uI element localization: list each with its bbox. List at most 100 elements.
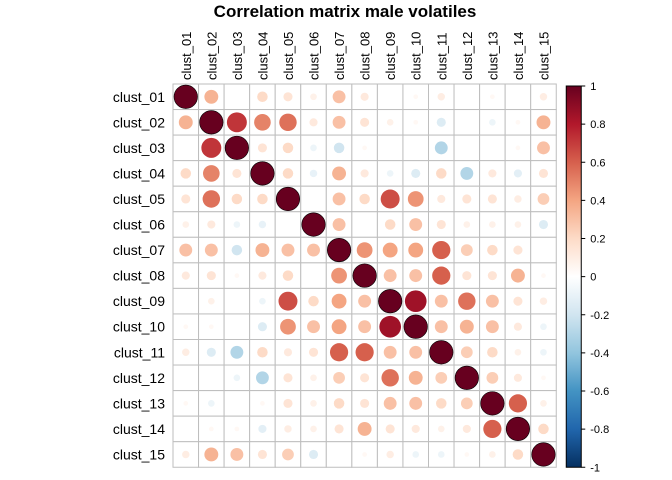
column-label-clust_07: clust_07 xyxy=(332,32,347,80)
corr-circle-clust_12-clust_12 xyxy=(454,365,479,390)
corr-circle-clust_15-clust_10 xyxy=(412,451,420,458)
colorbar-tick-label: -0.8 xyxy=(590,424,609,436)
colorbar-tick-label: 0.2 xyxy=(590,234,605,246)
row-label-clust_08: clust_08 xyxy=(113,268,165,284)
row-labels: clust_01 clust_02 clust_03 clust_04 clust_05… xyxy=(113,89,165,463)
corr-circle-clust_05-clust_04 xyxy=(257,193,268,205)
column-label-clust_01: clust_01 xyxy=(179,32,194,80)
column-label-clust_04: clust_04 xyxy=(255,32,270,80)
corr-circle-clust_09-clust_05 xyxy=(278,291,298,311)
corr-circle-clust_05-clust_02 xyxy=(202,190,221,208)
corr-circle-clust_10-clust_11 xyxy=(434,320,448,334)
corr-circle-clust_14-clust_11 xyxy=(437,425,445,433)
corr-circle-clust_07-clust_03 xyxy=(231,244,243,256)
corr-circle-clust_12-clust_15 xyxy=(541,375,546,381)
corr-circle-clust_02-clust_01 xyxy=(178,115,193,130)
corr-circle-clust_09-clust_15 xyxy=(539,297,548,305)
corr-circle-clust_09-clust_11 xyxy=(434,294,448,308)
corr-circle-clust_01-clust_08 xyxy=(360,92,369,101)
colorbar-tick-label: 1 xyxy=(590,81,596,93)
corr-circle-clust_04-clust_02 xyxy=(203,165,220,182)
corr-circle-clust_05-clust_03 xyxy=(231,193,243,205)
grid-cell xyxy=(453,134,481,162)
corr-circle-clust_15-clust_14 xyxy=(512,449,524,460)
row-label-clust_09: clust_09 xyxy=(113,293,165,309)
grid-cell xyxy=(198,364,225,392)
corr-circle-clust_08-clust_07 xyxy=(331,267,347,284)
grid-cell xyxy=(300,262,327,289)
corr-circle-clust_01-clust_13 xyxy=(490,94,495,100)
corr-circle-clust_05-clust_01 xyxy=(181,194,191,204)
corr-circle-clust_07-clust_13 xyxy=(487,244,498,256)
corr-circle-clust_09-clust_07 xyxy=(331,293,347,309)
corr-circle-clust_02-clust_08 xyxy=(360,117,370,127)
grid-cell xyxy=(172,134,200,162)
corr-circle-clust_03-clust_08 xyxy=(362,145,367,151)
corr-circle-clust_11-clust_15 xyxy=(540,348,547,356)
grid-cell xyxy=(223,287,251,315)
corr-circle-clust_05-clust_11 xyxy=(437,194,446,204)
grid-cell xyxy=(376,83,404,111)
row-label-clust_03: clust_03 xyxy=(113,140,165,156)
column-label-clust_08: clust_08 xyxy=(358,32,373,80)
corr-circle-clust_08-clust_15 xyxy=(541,273,546,278)
corr-circle-clust_13-clust_11 xyxy=(436,398,447,409)
corr-circle-clust_12-clust_04 xyxy=(255,371,269,385)
corr-circle-clust_07-clust_05 xyxy=(281,243,295,257)
corr-circle-clust_08-clust_12 xyxy=(462,271,472,281)
corr-circle-clust_01-clust_06 xyxy=(310,93,317,101)
corr-circle-clust_03-clust_15 xyxy=(537,141,550,155)
corr-circle-clust_02-clust_07 xyxy=(332,115,346,129)
colorbar-tick-label: -0.4 xyxy=(590,348,609,360)
corr-circle-clust_07-clust_01 xyxy=(179,243,193,257)
corr-circle-clust_15-clust_05 xyxy=(282,448,294,461)
corr-circle-clust_07-clust_11 xyxy=(432,240,451,260)
row-label-clust_06: clust_06 xyxy=(113,217,165,233)
corr-circle-clust_04-clust_04 xyxy=(250,161,275,186)
corr-circle-clust_07-clust_02 xyxy=(204,243,218,257)
grid-cell xyxy=(223,390,251,417)
corr-circle-clust_11-clust_01 xyxy=(182,348,190,356)
corr-circle-clust_04-clust_13 xyxy=(488,169,497,178)
corr-circle-clust_10-clust_07 xyxy=(331,319,347,335)
corr-circle-clust_13-clust_07 xyxy=(333,398,345,409)
corr-circle-clust_06-clust_04 xyxy=(258,220,267,229)
grid-cell xyxy=(530,236,557,264)
corr-circle-clust_08-clust_11 xyxy=(432,266,451,285)
corr-circle-clust_15-clust_06 xyxy=(308,449,319,460)
grid-cell xyxy=(453,83,481,111)
corr-circle-clust_15-clust_13 xyxy=(489,451,496,458)
corr-circle-clust_06-clust_07 xyxy=(332,218,346,231)
corr-circle-clust_13-clust_10 xyxy=(409,396,423,410)
corr-circle-clust_12-clust_13 xyxy=(486,371,499,384)
corr-circle-clust_11-clust_11 xyxy=(429,340,454,365)
corr-circle-clust_13-clust_13 xyxy=(480,391,505,416)
corr-circle-clust_14-clust_04 xyxy=(258,424,267,433)
corr-circle-clust_14-clust_02 xyxy=(208,426,214,432)
corr-circle-clust_06-clust_11 xyxy=(436,219,446,230)
grid-cell xyxy=(504,364,532,392)
corr-circle-clust_12-clust_14 xyxy=(513,373,522,382)
colorbar-tick-label: -1 xyxy=(590,462,600,474)
corr-circle-clust_15-clust_09 xyxy=(386,450,394,459)
grid-cell xyxy=(530,109,557,136)
corr-circle-clust_12-clust_08 xyxy=(360,373,370,383)
row-label-clust_12: clust_12 xyxy=(113,370,165,386)
colorbar-tick-label: -0.6 xyxy=(590,386,609,398)
corr-circle-clust_04-clust_07 xyxy=(332,166,347,181)
row-label-clust_15: clust_15 xyxy=(113,446,165,462)
corr-circle-clust_05-clust_14 xyxy=(514,195,522,203)
row-label-clust_05: clust_05 xyxy=(113,191,165,207)
column-labels: clust_01 clust_02 clust_03 clust_04 clust_05… xyxy=(179,32,552,80)
corr-circle-clust_09-clust_12 xyxy=(458,292,476,310)
corr-circle-clust_14-clust_07 xyxy=(334,424,344,434)
matrix-cells xyxy=(173,84,556,467)
corr-circle-clust_04-clust_06 xyxy=(309,169,318,178)
corr-circle-clust_11-clust_12 xyxy=(460,346,473,359)
colorbar-tick-label: 0 xyxy=(590,272,596,284)
corr-circle-clust_10-clust_13 xyxy=(485,320,499,334)
corr-circle-clust_09-clust_09 xyxy=(378,289,403,314)
grid-cell xyxy=(300,185,327,213)
corr-circle-clust_10-clust_06 xyxy=(307,320,320,334)
corr-circle-clust_09-clust_04 xyxy=(259,297,266,305)
